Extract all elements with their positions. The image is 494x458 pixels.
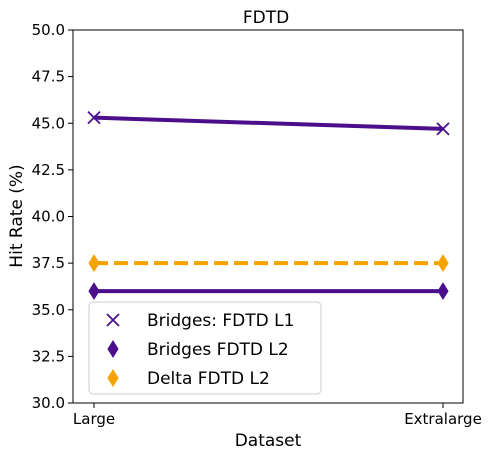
y-tick-label: 45.0 bbox=[32, 114, 65, 132]
y-tick-label: 47.5 bbox=[32, 68, 65, 86]
y-tick-label: 50.0 bbox=[32, 21, 65, 39]
legend-box bbox=[88, 301, 322, 395]
data-point bbox=[88, 254, 100, 273]
data-point bbox=[437, 282, 449, 301]
series-1 bbox=[88, 282, 449, 301]
legend-marker bbox=[106, 313, 120, 327]
series-0 bbox=[87, 111, 450, 136]
x-tick-label: Large bbox=[73, 410, 115, 428]
x-tick-label: Extralarge bbox=[404, 410, 482, 428]
legend-label: Bridges: FDTD L1 bbox=[147, 311, 294, 331]
legend-marker bbox=[107, 369, 119, 387]
data-point bbox=[436, 122, 450, 136]
series-line bbox=[93, 115, 444, 131]
y-tick-label: 35.0 bbox=[32, 301, 65, 319]
y-tick-label: 42.5 bbox=[32, 161, 65, 179]
series-2 bbox=[88, 254, 449, 273]
x-axis-label: Dataset bbox=[235, 431, 302, 451]
x-axis-ticks: Large Extralarge bbox=[73, 403, 482, 428]
y-axis-ticks: 30.0 32.5 35.0 37.5 40.0 42.5 45.0 47.5 50.0 bbox=[32, 21, 73, 412]
plot-area bbox=[72, 29, 464, 404]
data-point bbox=[87, 111, 101, 125]
data-point bbox=[88, 282, 100, 301]
y-tick-label: 40.0 bbox=[32, 208, 65, 226]
legend: Bridges: FDTD L1 Bridges FDTD L2 Delta FDT… bbox=[88, 301, 322, 395]
y-axis-label: Hit Rate (%) bbox=[7, 164, 27, 267]
y-tick-label: 32.5 bbox=[32, 347, 65, 365]
legend-label: Delta FDTD L2 bbox=[147, 369, 270, 389]
data-point bbox=[437, 254, 449, 273]
legend-label: Bridges FDTD L2 bbox=[147, 340, 289, 360]
y-tick-label: 30.0 bbox=[32, 394, 65, 412]
y-tick-label: 37.5 bbox=[32, 254, 65, 272]
chart-title: FDTD bbox=[243, 8, 289, 28]
legend-marker bbox=[107, 340, 119, 358]
